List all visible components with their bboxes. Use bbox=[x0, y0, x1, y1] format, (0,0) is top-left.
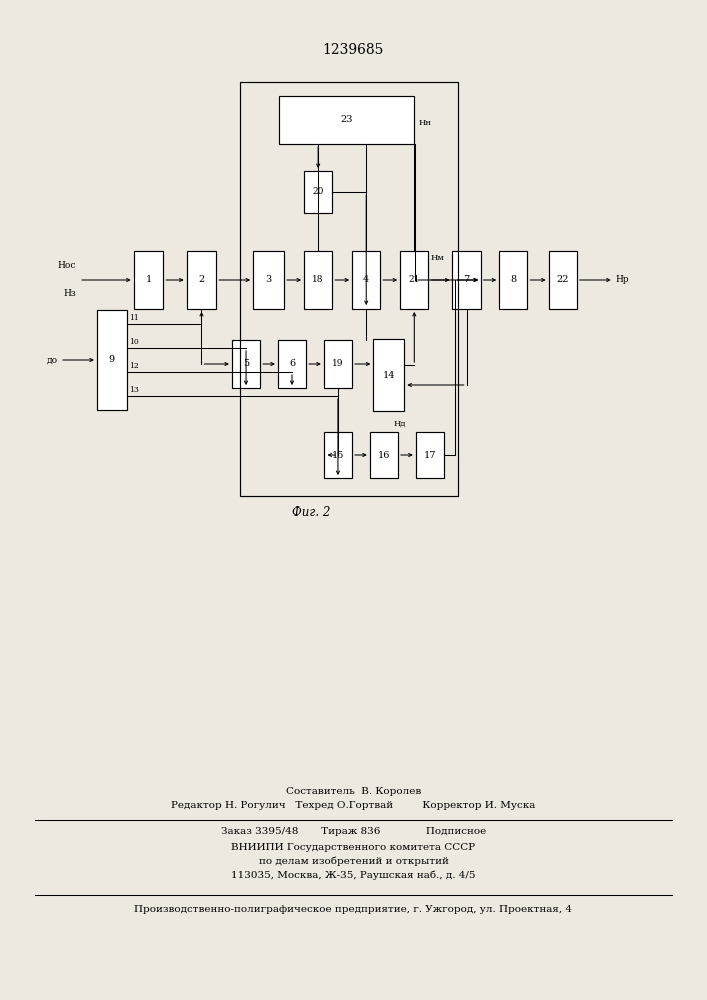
Bar bbox=[452, 251, 481, 309]
Bar bbox=[324, 432, 352, 478]
Bar bbox=[97, 310, 127, 410]
Text: до: до bbox=[47, 356, 58, 364]
Text: 14: 14 bbox=[382, 370, 395, 379]
Bar bbox=[278, 340, 306, 388]
Text: Фиг. 2: Фиг. 2 bbox=[292, 506, 330, 520]
Text: Нм: Нм bbox=[431, 254, 445, 262]
Bar bbox=[134, 251, 163, 309]
Text: Нр: Нр bbox=[616, 275, 629, 284]
Text: Редактор Н. Рогулич   Техред О.Гортвай         Корректор И. Муска: Редактор Н. Рогулич Техред О.Гортвай Кор… bbox=[171, 802, 536, 810]
Bar bbox=[304, 251, 332, 309]
Bar bbox=[187, 251, 216, 309]
Text: 9: 9 bbox=[109, 356, 115, 364]
Text: 11: 11 bbox=[129, 314, 139, 322]
Text: 2: 2 bbox=[199, 275, 204, 284]
Text: 6: 6 bbox=[289, 360, 295, 368]
Text: Нн: Нн bbox=[419, 119, 431, 127]
Text: 1239685: 1239685 bbox=[323, 43, 384, 57]
Bar bbox=[400, 251, 428, 309]
Text: 19: 19 bbox=[332, 360, 344, 368]
Text: 113035, Москва, Ж-35, Раушская наб., д. 4/5: 113035, Москва, Ж-35, Раушская наб., д. … bbox=[231, 870, 476, 880]
Text: 23: 23 bbox=[340, 115, 353, 124]
Text: Нз: Нз bbox=[64, 290, 76, 298]
Text: 15: 15 bbox=[332, 450, 344, 460]
Text: Производственно-полиграфическое предприятие, г. Ужгород, ул. Проектная, 4: Производственно-полиграфическое предприя… bbox=[134, 906, 573, 914]
Text: ВНИИПИ Государственного комитета СССР: ВНИИПИ Государственного комитета СССР bbox=[231, 842, 476, 852]
Text: 1: 1 bbox=[146, 275, 151, 284]
Bar bbox=[279, 96, 414, 144]
Bar bbox=[370, 432, 398, 478]
Text: 21: 21 bbox=[409, 275, 420, 284]
Text: 22: 22 bbox=[556, 275, 569, 284]
Text: по делам изобретений и открытий: по делам изобретений и открытий bbox=[259, 856, 448, 866]
Bar bbox=[324, 340, 352, 388]
Bar bbox=[232, 340, 260, 388]
Bar bbox=[304, 171, 332, 213]
Bar bbox=[549, 251, 577, 309]
Text: 17: 17 bbox=[423, 450, 436, 460]
Text: 18: 18 bbox=[312, 275, 324, 284]
Text: Нос: Нос bbox=[58, 261, 76, 270]
Text: 4: 4 bbox=[363, 275, 369, 284]
Text: 5: 5 bbox=[243, 360, 249, 368]
Bar bbox=[352, 251, 380, 309]
Text: 7: 7 bbox=[464, 275, 469, 284]
Text: Нд: Нд bbox=[393, 420, 406, 428]
Text: 10: 10 bbox=[129, 338, 139, 346]
Bar bbox=[253, 251, 284, 309]
Text: Заказ 3395/48       Тираж 836              Подписное: Заказ 3395/48 Тираж 836 Подписное bbox=[221, 828, 486, 836]
Text: 13: 13 bbox=[129, 386, 139, 394]
Text: 8: 8 bbox=[510, 275, 516, 284]
Text: Составитель  В. Королев: Составитель В. Королев bbox=[286, 788, 421, 796]
Bar bbox=[373, 339, 404, 411]
Text: 20: 20 bbox=[312, 188, 324, 196]
Bar bbox=[416, 432, 444, 478]
Text: 16: 16 bbox=[378, 450, 390, 460]
Bar bbox=[499, 251, 527, 309]
Text: 3: 3 bbox=[266, 275, 271, 284]
Bar bbox=[240, 82, 458, 496]
Text: 12: 12 bbox=[129, 362, 139, 370]
